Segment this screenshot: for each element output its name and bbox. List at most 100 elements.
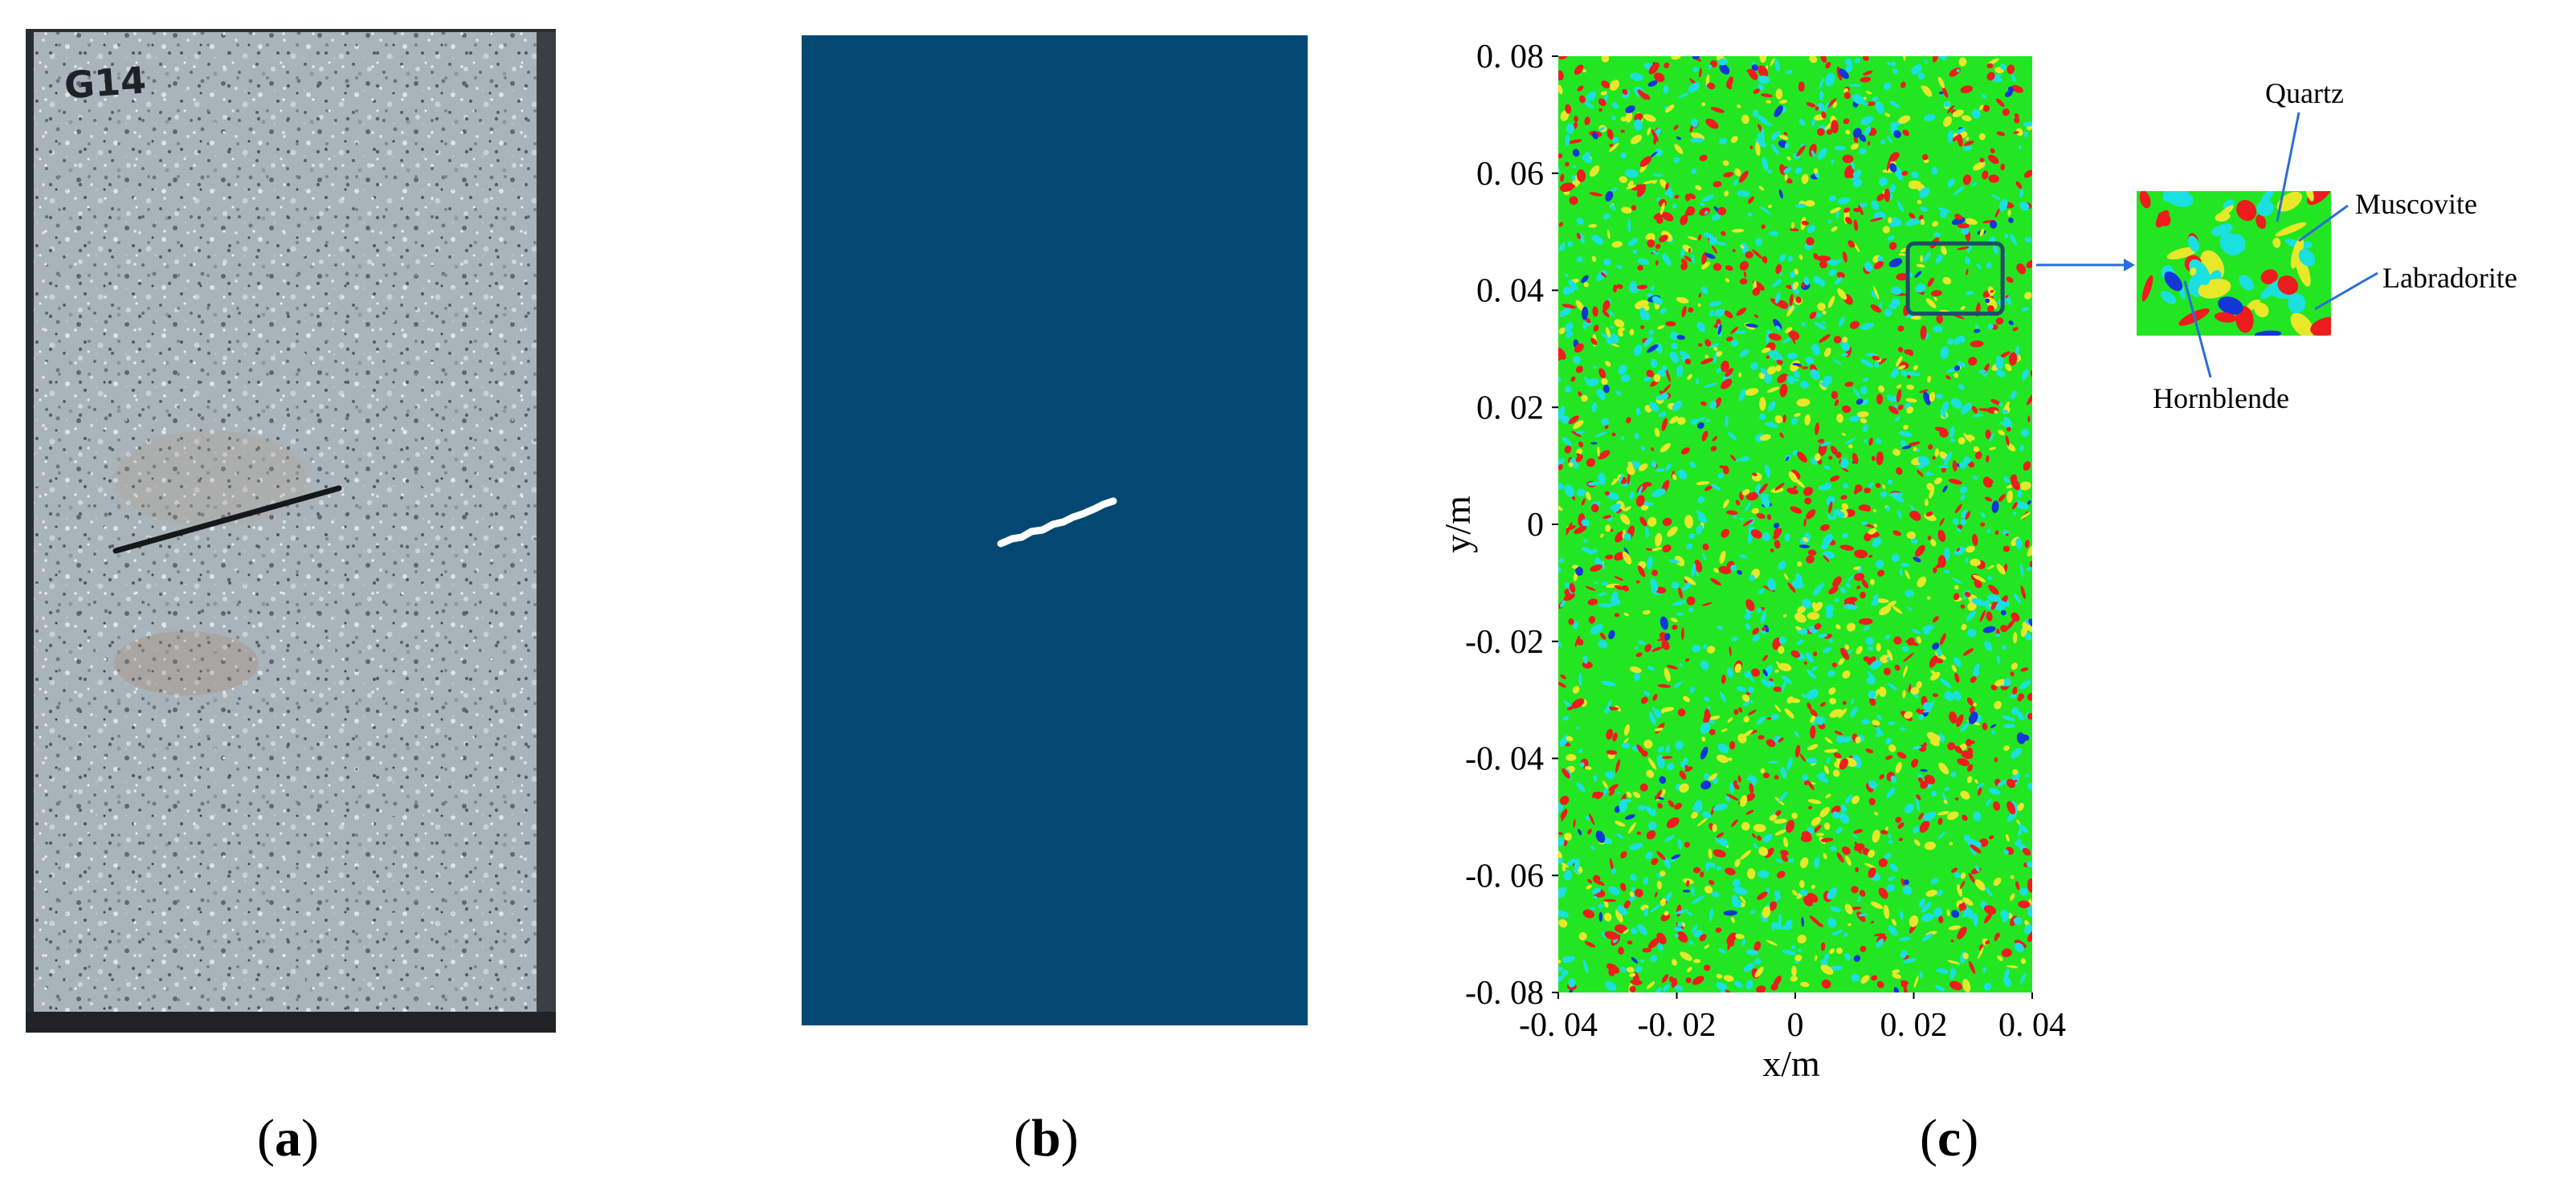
mineral-grain — [1888, 721, 1896, 726]
mineral-grain — [1696, 524, 1704, 535]
mineral-grain — [1717, 472, 1725, 479]
mineral-grain — [1585, 317, 1591, 324]
mineral-grain — [1833, 336, 1842, 344]
mineral-grain — [1945, 375, 1951, 380]
mineral-grain — [1796, 145, 1806, 157]
mineral-grain — [1918, 898, 1925, 908]
mineral-grain — [1629, 491, 1635, 499]
mineral-grain — [1774, 522, 1780, 529]
mineral-grain — [1708, 236, 1718, 246]
mineral-grain — [1568, 462, 1574, 467]
mineral-grain — [1814, 857, 1820, 869]
mineral-grain — [1786, 305, 1794, 317]
mineral-grain — [1598, 108, 1602, 112]
mineral-grain — [1598, 450, 1611, 460]
mineral-grain — [1827, 670, 1835, 677]
mineral-grain — [1672, 625, 1678, 630]
mineral-grain — [1676, 417, 1686, 425]
mineral-grain — [1741, 489, 1750, 495]
pre-existing-flaw — [112, 485, 342, 554]
mineral-grain — [1728, 432, 1737, 440]
mineral-grain — [1875, 483, 1881, 488]
mineral-grain — [2013, 511, 2017, 516]
mineral-grain — [1585, 815, 1590, 821]
mineral-grain — [1659, 202, 1665, 215]
mineral-grain — [1573, 818, 1576, 828]
mineral-grain — [1876, 980, 1884, 988]
mineral-grain — [1898, 253, 1906, 256]
mineral-grain — [1773, 976, 1782, 987]
mineral-grain — [1782, 924, 1793, 931]
mineral-grain — [1674, 985, 1684, 991]
mineral-grain — [1879, 177, 1888, 186]
mineral-grain — [1876, 715, 1882, 720]
mineral-grain — [1609, 79, 1620, 91]
mineral-grain — [2011, 74, 2017, 83]
mineral-grain — [1603, 912, 1612, 922]
mineral-grain — [1791, 812, 1798, 819]
mineral-grain — [1968, 357, 1978, 366]
panel-b-crack-model — [802, 35, 1308, 1025]
mineral-grain — [1963, 433, 1972, 442]
x-tick-label: 0 — [1787, 1007, 1804, 1044]
mineral-grain — [1679, 351, 1690, 359]
mineral-grain — [1639, 308, 1651, 320]
mineral-grain — [1700, 286, 1708, 295]
mineral-grain — [1574, 858, 1580, 872]
mineral-grain — [2024, 924, 2032, 935]
mineral-grain — [1733, 515, 1737, 519]
mineral-grain — [1842, 670, 1851, 679]
mineral-grain — [1933, 907, 1943, 918]
mineral-grain — [1574, 525, 1587, 535]
mineral-grain — [1860, 385, 1868, 395]
mineral-grain — [2002, 545, 2011, 552]
mineral-grain — [1811, 150, 1815, 157]
mineral-grain — [1974, 451, 1982, 460]
mineral-grain — [1636, 831, 1642, 835]
mineral-grain — [1909, 213, 1916, 219]
mineral-grain — [1570, 376, 1576, 382]
mineral-grain — [1764, 373, 1773, 384]
mineral-grain — [1990, 723, 1997, 728]
mineral-grain — [1991, 730, 1995, 735]
mineral-grain — [1753, 88, 1761, 95]
mineral-grain — [1744, 502, 1751, 512]
mineral-grain — [1643, 482, 1652, 487]
mineral-grain — [1950, 771, 1957, 778]
mineral-grain — [1722, 465, 1729, 475]
mineral-grain — [1868, 555, 1873, 558]
mineral-grain — [1853, 487, 1860, 495]
mineral-grain — [1957, 927, 1967, 939]
mineral-grain — [1611, 102, 1619, 109]
mineral-grain — [1601, 332, 1610, 340]
mineral-grain — [1780, 766, 1787, 779]
mineral-grain — [1748, 196, 1754, 204]
mineral-grain — [1687, 373, 1692, 381]
mineral-grain — [1786, 178, 1793, 184]
mineral-grain — [1709, 400, 1717, 410]
mineral-grain — [1906, 384, 1915, 390]
mineral-grain — [1609, 503, 1621, 510]
mineral-grain — [1558, 919, 1568, 928]
mineral-grain — [2020, 958, 2027, 964]
mineral-grain — [1850, 707, 1858, 718]
mineral-grain — [1699, 934, 1707, 942]
mineral-grain — [1821, 583, 1825, 587]
mineral-grain — [1886, 393, 1892, 401]
mineral-grain — [1609, 858, 1614, 872]
mineral-grain — [1876, 727, 1884, 736]
mineral-grain — [1764, 422, 1778, 428]
mineral-grain — [1888, 242, 1897, 251]
mineral-grain — [1757, 65, 1769, 78]
mineral-grain — [2019, 972, 2027, 984]
mineral-grain — [1794, 613, 1806, 623]
mineral-grain — [1850, 320, 1860, 329]
mineral-grain — [2015, 501, 2029, 510]
mineral-grain — [1767, 169, 1773, 174]
mineral-grain — [1761, 369, 1767, 374]
mineral-grain — [1970, 844, 1982, 854]
mineral-grain — [1956, 714, 1964, 727]
mineral-grain — [1792, 363, 1802, 366]
mineral-grain — [1734, 663, 1742, 674]
mineral-grain — [1655, 987, 1662, 992]
